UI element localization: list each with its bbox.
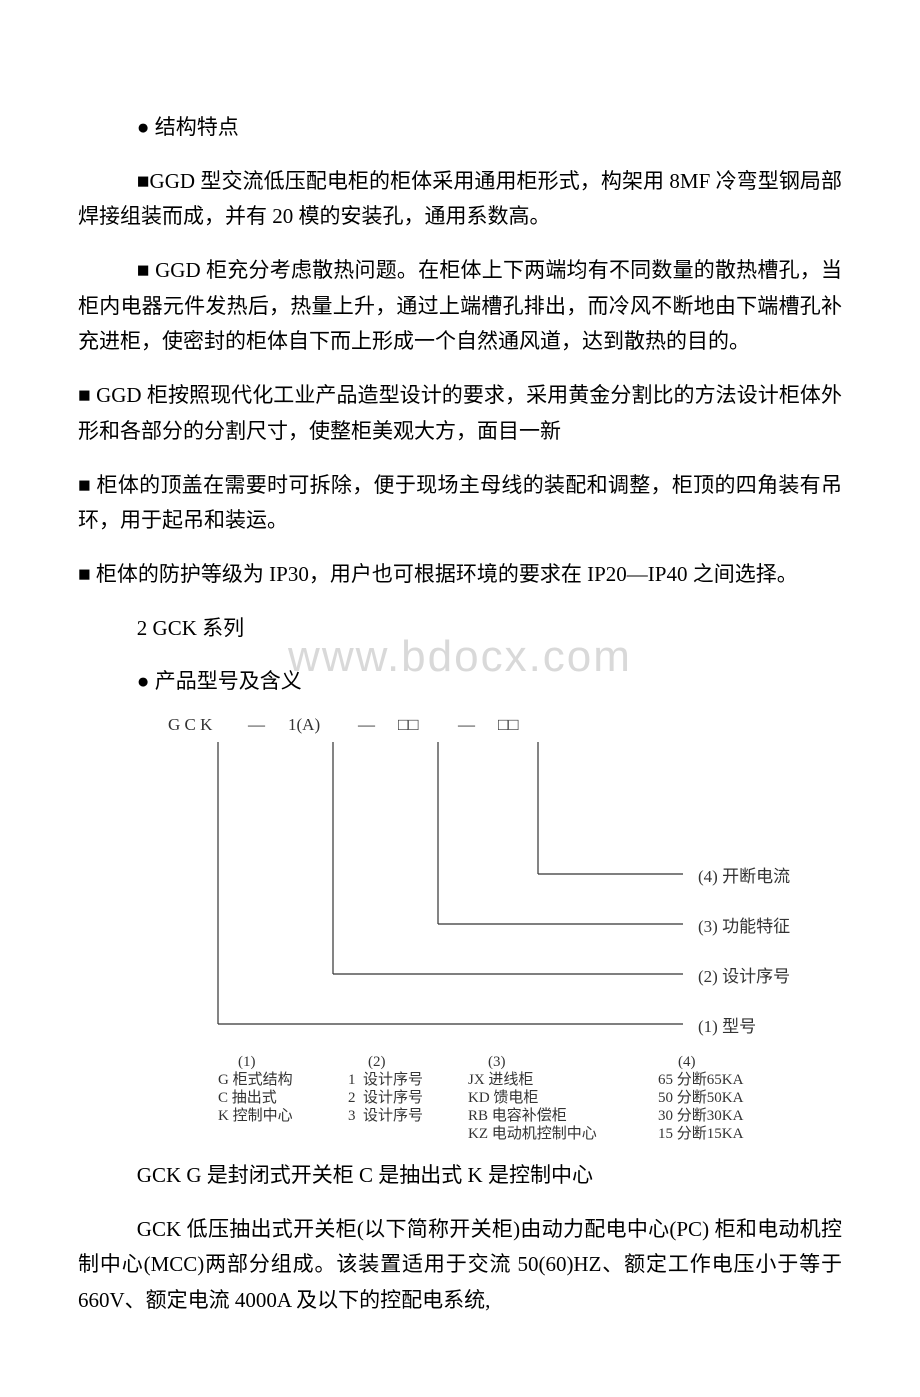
para-gck-abbrev: GCK G 是封闭式开关柜 C 是抽出式 K 是控制中心 [78,1158,842,1194]
diagram-label: □□ [498,714,519,737]
diagram-label: — [358,714,375,737]
heading-gck-series: 2 GCK 系列 [78,611,842,647]
diagram-label: (2) 设计序号 [698,966,790,989]
para-ggd-cover: ■ 柜体的顶盖在需要时可拆除，便于现场主母线的装配和调整，柜顶的四角装有吊环，用… [78,468,842,539]
diagram-label: □□ [398,714,419,737]
heading-structure-features: ● 结构特点 [78,110,842,146]
para-ggd-design: ■ GGD 柜按照现代化工业产品造型设计的要求，采用黄金分割比的方法设计柜体外形… [78,378,842,449]
para-ggd-ip: ■ 柜体的防护等级为 IP30，用户也可根据环境的要求在 IP20—IP40 之… [78,557,842,593]
document-body: ● 结构特点 ■GGD 型交流低压配电柜的柜体采用通用柜形式，构架用 8MF 冷… [78,110,842,1319]
model-code-diagram: G C K — 1(A) — □□ — □□ (4) 开断电流 (3) 功能特征 (2) 设计序号… [138,704,838,1144]
diagram-label: 15 分断15KA [658,1124,743,1144]
heading-model-meaning: ● 产品型号及含义 [78,664,842,700]
diagram-label: 3 设计序号 [348,1106,423,1126]
diagram-label: (1) 型号 [698,1016,756,1039]
para-gck-desc: GCK 低压抽出式开关柜(以下简称开关柜)由动力配电中心(PC) 柜和电动机控制… [78,1212,842,1319]
diagram-label: 1(A) [288,714,320,737]
diagram-label: — [248,714,265,737]
diagram-label: K 控制中心 [218,1106,293,1126]
diagram-label: (4) 开断电流 [698,866,790,889]
diagram-label: (3) 功能特征 [698,916,790,939]
diagram-label: KZ 电动机控制中心 [468,1124,597,1144]
para-ggd-heat: ■ GGD 柜充分考虑散热问题。在柜体上下两端均有不同数量的散热槽孔，当柜内电器… [78,253,842,360]
diagram-label: — [458,714,475,737]
para-ggd-frame: ■GGD 型交流低压配电柜的柜体采用通用柜形式，构架用 8MF 冷弯型钢局部焊接… [78,164,842,235]
diagram-label: G C K [168,714,212,737]
